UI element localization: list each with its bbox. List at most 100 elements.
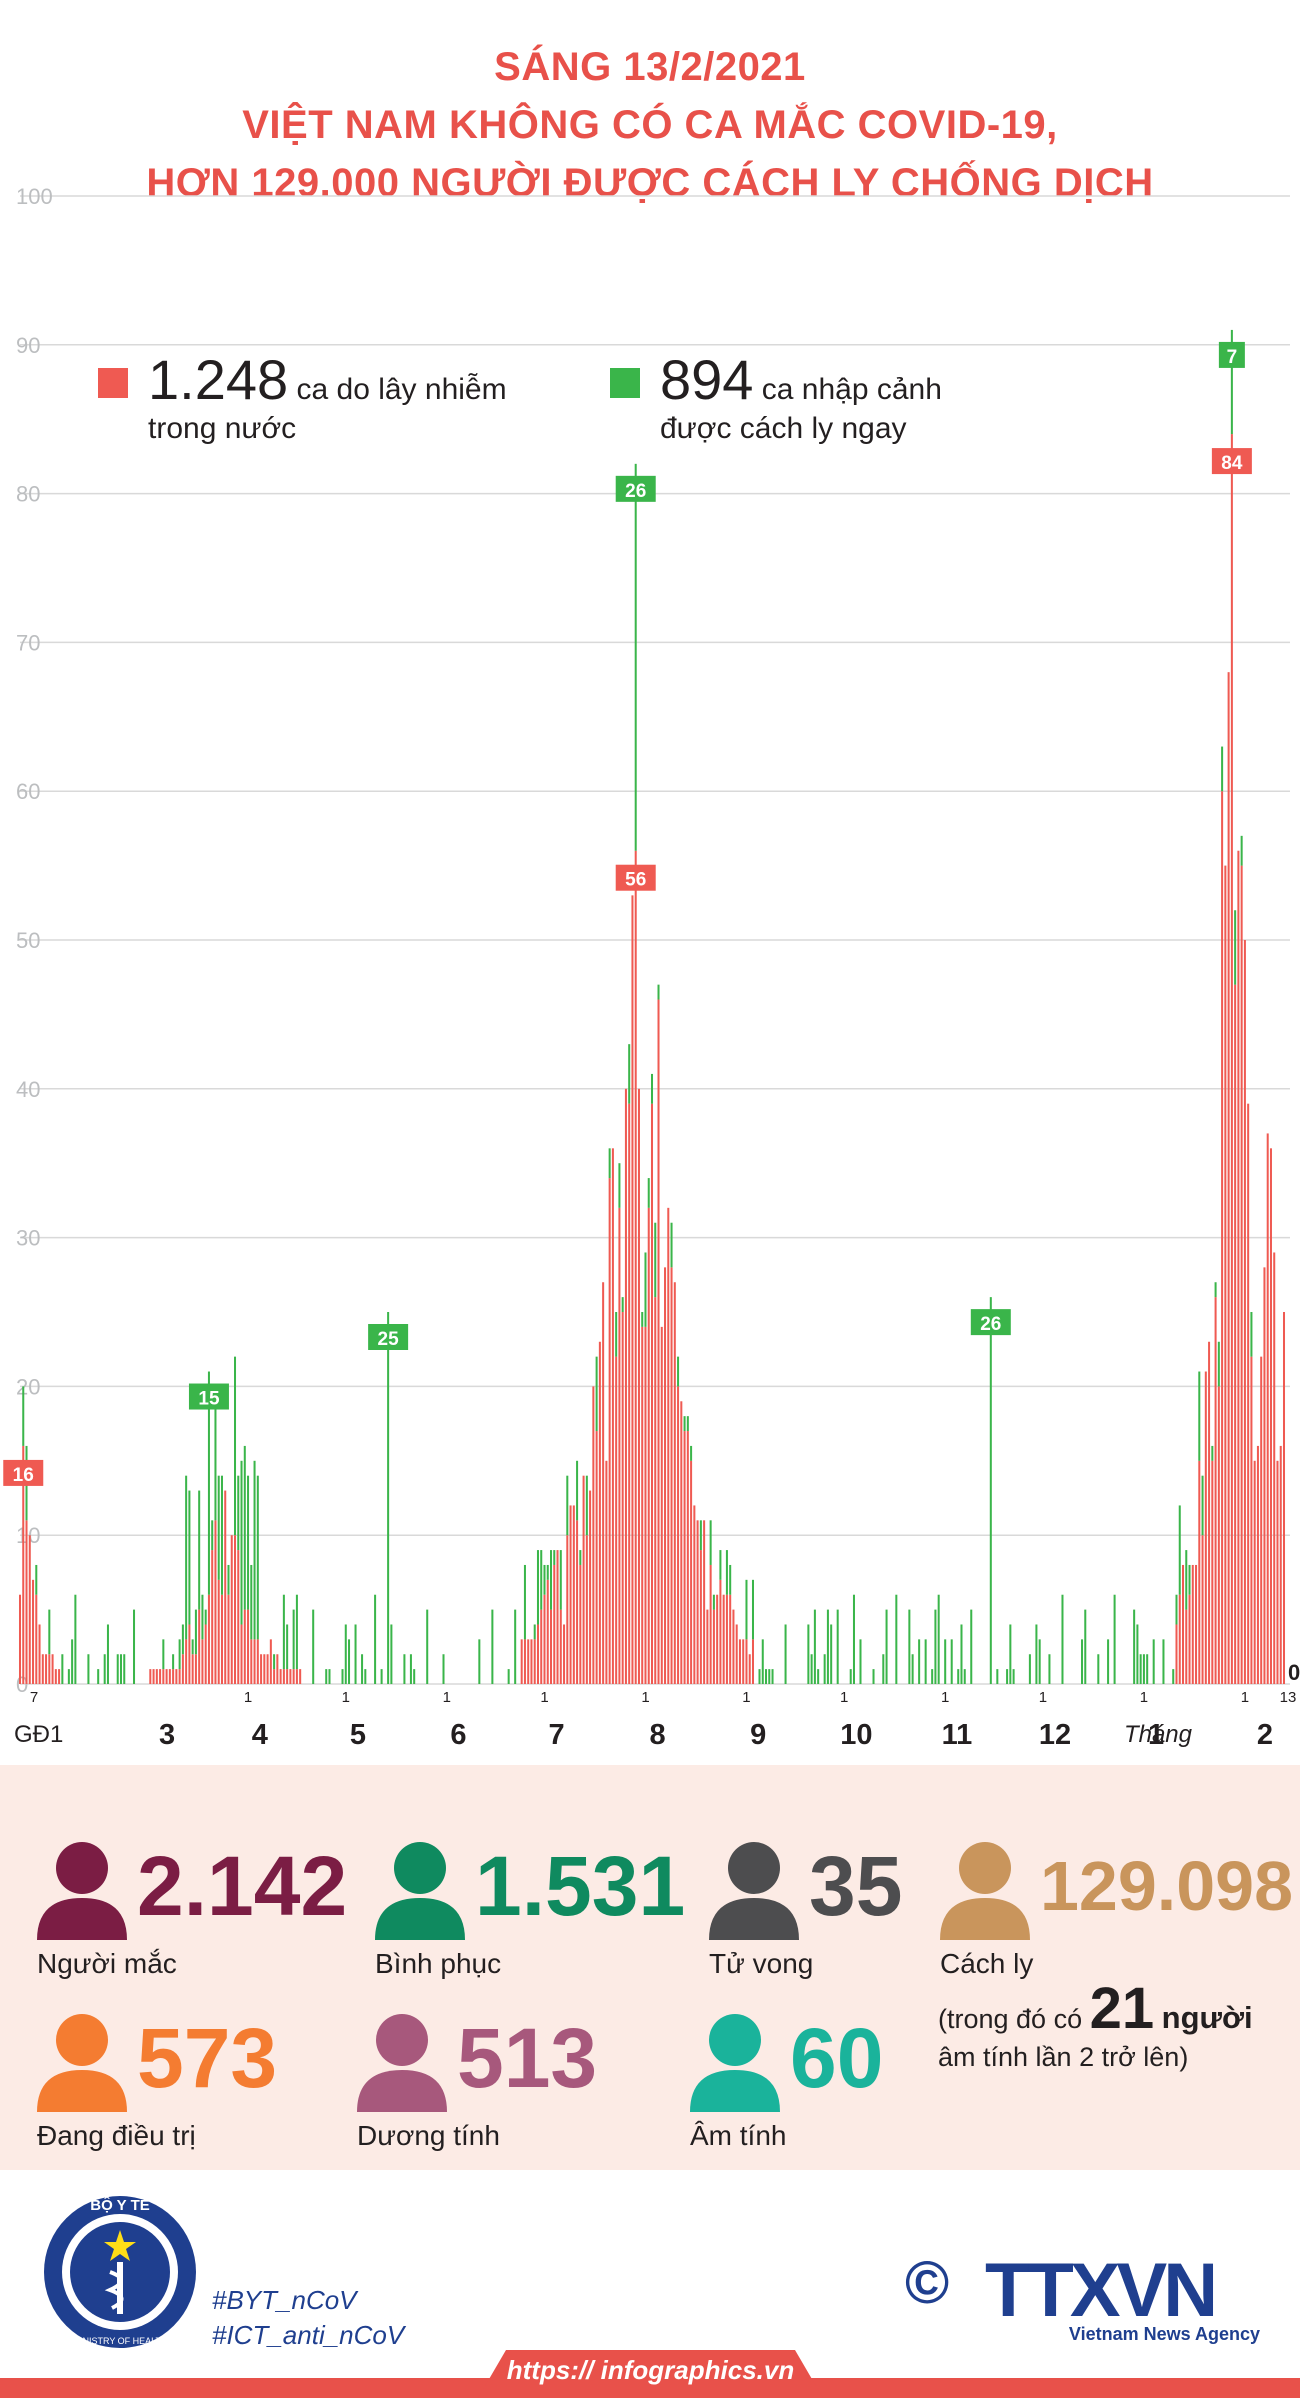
bar-domestic: [292, 1669, 295, 1684]
bar-imported: [286, 1624, 289, 1670]
bar-domestic: [204, 1624, 207, 1684]
note-number: 21: [1089, 1976, 1155, 2041]
bar-imported: [690, 1445, 693, 1461]
bar-imported: [1221, 746, 1224, 792]
bar-domestic: [260, 1654, 263, 1684]
bar-imported: [103, 1654, 106, 1684]
bar-domestic: [282, 1669, 285, 1684]
bar-domestic: [592, 1386, 595, 1684]
data-label: 25: [378, 1329, 400, 1350]
bar-domestic: [1240, 865, 1243, 1684]
bar-imported: [403, 1654, 406, 1684]
bar-imported: [273, 1654, 276, 1670]
y-tick-label: 90: [16, 333, 40, 358]
bar-domestic: [650, 1103, 654, 1684]
bar-imported: [282, 1594, 285, 1670]
x-tick-day: 1: [1241, 1689, 1249, 1706]
bar-domestic: [677, 1386, 680, 1684]
bar-domestic: [58, 1669, 61, 1684]
data-label: 16: [13, 1465, 34, 1486]
bar-imported: [243, 1445, 246, 1610]
bar-imported: [836, 1609, 839, 1684]
bar-imported: [576, 1460, 579, 1521]
data-label: 0: [1288, 1660, 1300, 1685]
logo-text-bottom: MINISTRY OF HEALTH: [72, 2336, 167, 2346]
bar-imported: [817, 1669, 820, 1684]
bar-domestic: [1279, 1445, 1282, 1684]
data-label: 26: [625, 481, 646, 502]
bar-domestic: [572, 1505, 575, 1684]
bar-imported: [807, 1624, 810, 1684]
y-tick-label: 60: [16, 779, 40, 804]
x-tick-day: 1: [1140, 1689, 1148, 1706]
bar-domestic: [530, 1639, 533, 1684]
bar-domestic: [253, 1639, 256, 1684]
daily-cases-chart: 0102030405060708090100161525562626847031…: [3, 184, 1300, 1780]
bar-imported: [908, 1609, 911, 1684]
person-icon: [37, 1842, 127, 1940]
bar-imported: [1178, 1505, 1181, 1595]
bar-imported: [162, 1639, 165, 1670]
bar-imported: [937, 1594, 940, 1684]
bar-imported: [960, 1624, 963, 1684]
bar-domestic: [295, 1669, 298, 1684]
bar-domestic: [279, 1669, 282, 1684]
bar-domestic: [634, 850, 637, 1684]
bar-domestic: [738, 1639, 741, 1684]
bar-domestic: [48, 1654, 51, 1684]
y-tick-label: 40: [16, 1077, 40, 1102]
person-icon: [37, 2014, 127, 2112]
bar-imported: [1172, 1669, 1175, 1684]
bar-imported: [1081, 1639, 1084, 1684]
bar-imported: [1198, 1371, 1201, 1461]
url-tab: [478, 2350, 823, 2398]
bar-domestic: [1282, 1312, 1286, 1684]
bar-domestic: [1263, 1267, 1266, 1684]
bar-imported: [550, 1550, 553, 1610]
bar-domestic: [654, 1297, 657, 1684]
bar-imported: [546, 1564, 549, 1580]
bar-imported: [957, 1669, 960, 1684]
bar-domestic: [696, 1520, 699, 1684]
legend-imported-value: 894: [660, 348, 754, 411]
bar-imported: [579, 1550, 582, 1565]
x-month-label: 8: [650, 1719, 666, 1751]
hashtag-byt[interactable]: #BYT_nCoV: [212, 2285, 357, 2315]
bar-imported: [686, 1416, 689, 1432]
bar-domestic: [657, 999, 660, 1684]
bar-domestic: [273, 1669, 276, 1684]
bar-domestic: [256, 1639, 259, 1684]
bar-domestic: [181, 1654, 184, 1684]
x-tick-day: 1: [840, 1689, 848, 1706]
legend-domestic-label2: trong nước: [148, 412, 297, 445]
bar-imported: [536, 1550, 539, 1625]
x-month-label: 5: [350, 1719, 366, 1751]
bar-imported: [1250, 1312, 1253, 1357]
bar-imported: [426, 1609, 429, 1684]
bar-imported: [608, 1148, 611, 1179]
y-tick-label: 50: [16, 928, 40, 953]
bar-imported: [1234, 910, 1237, 985]
bar-imported: [1230, 329, 1233, 435]
note-unit: người: [1161, 2000, 1253, 2035]
bar-domestic: [608, 1178, 611, 1684]
bar-imported: [911, 1654, 914, 1684]
bar-imported: [227, 1564, 230, 1595]
bar-imported: [670, 1222, 673, 1268]
bar-domestic: [207, 1594, 210, 1684]
bar-domestic: [602, 1282, 605, 1684]
bar-imported: [1009, 1624, 1012, 1684]
bar-domestic: [628, 1103, 631, 1684]
bar-domestic: [1208, 1341, 1211, 1684]
website-link[interactable]: https:// infographics.vn: [506, 2355, 795, 2385]
bar-imported: [442, 1654, 445, 1684]
bar-imported: [1162, 1639, 1165, 1684]
bar-imported: [354, 1624, 357, 1684]
bar-imported: [523, 1564, 526, 1640]
bar-imported: [1211, 1445, 1214, 1461]
bar-domestic: [624, 1088, 627, 1684]
stat-cases-value: 2.142: [137, 1839, 348, 1933]
bar-domestic: [201, 1639, 204, 1684]
bar-domestic: [194, 1654, 197, 1684]
hashtag-ict[interactable]: #ICT_anti_nCoV: [212, 2320, 405, 2350]
